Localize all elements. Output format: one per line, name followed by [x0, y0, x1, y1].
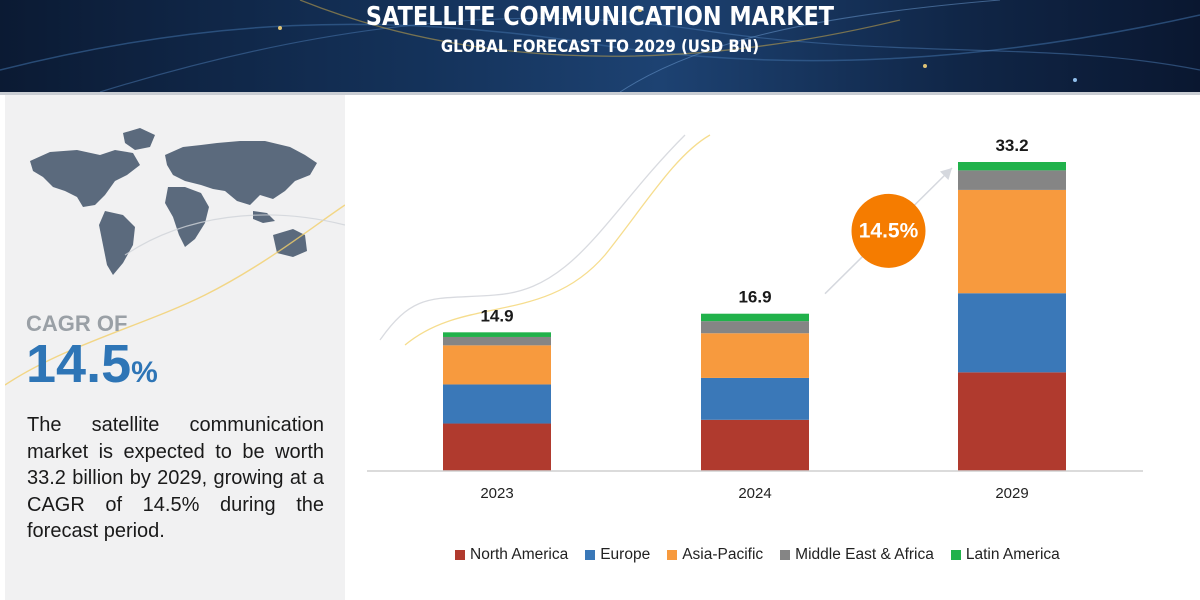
legend-item-asia-pacific: Asia-Pacific — [667, 546, 763, 564]
bar-2024-asia-pacific — [701, 333, 809, 378]
legend-item-middle-east-africa: Middle East & Africa — [780, 546, 934, 564]
decorative-swoosh-gray — [379, 134, 686, 341]
cagr-label: CAGR OF — [26, 311, 128, 336]
total-label-2023: 14.9 — [480, 306, 513, 325]
page-title: SATELLITE COMMUNICATION MARKET — [365, 2, 835, 32]
bar-2023-middle-east-africa — [443, 336, 551, 346]
bar-2023-north-america — [443, 423, 551, 471]
legend-item-europe: Europe — [585, 546, 650, 564]
decorative-swoosh-gold — [404, 134, 711, 346]
total-label-2024: 16.9 — [738, 288, 771, 307]
bar-2024-north-america — [701, 419, 809, 471]
bar-2029-asia-pacific — [958, 189, 1066, 294]
cagr-unit: % — [131, 356, 158, 389]
bar-2029-europe — [958, 293, 1066, 373]
bar-2024-latin-america — [701, 313, 809, 322]
chart-legend: North America Europe Asia-Pacific Middle Ea… — [455, 546, 1077, 564]
legend-swatch — [667, 550, 678, 560]
legend-label: Europe — [600, 546, 651, 563]
legend-swatch — [455, 550, 465, 560]
bars-group — [443, 162, 1066, 471]
cagr-value: 14.5% — [26, 334, 158, 403]
bar-2029-latin-america — [958, 162, 1066, 171]
legend-swatch — [780, 550, 791, 560]
legend-label: Latin America — [965, 546, 1060, 563]
decorative-swoosh — [5, 204, 345, 386]
legend-label: North America — [470, 546, 569, 563]
growth-arrow-head — [939, 168, 952, 181]
network-background-decoration — [0, 0, 1200, 92]
cagr-badge — [851, 193, 926, 268]
legend-label: Middle East & Africa — [795, 546, 934, 563]
x-tick-label-2029: 2029 — [995, 485, 1028, 502]
bar-2029-middle-east-africa — [958, 170, 1066, 190]
bar-2029-north-america — [958, 372, 1066, 471]
legend-swatch — [585, 550, 596, 560]
legend-item-latin-america: Latin America — [950, 546, 1060, 564]
cagr-number: 14.5 — [26, 334, 132, 394]
total-label-2029: 33.2 — [995, 136, 1028, 155]
x-tick-label-2024: 2024 — [738, 485, 771, 502]
summary-panel — [5, 95, 345, 600]
bar-2024-middle-east-africa — [701, 321, 809, 334]
legend-label: Asia-Pacific — [682, 546, 764, 563]
legend-swatch — [950, 550, 961, 560]
bar-2023-europe — [443, 384, 551, 424]
page-subtitle: GLOBAL FORECAST TO 2029 (USD BN) — [440, 37, 760, 57]
bar-2024-europe — [701, 377, 809, 420]
x-tick-label-2023: 2023 — [480, 485, 513, 502]
stacked-bar-chart: 14.5% 14.9 2023 16.9 2024 33.2 2029 — [367, 134, 1143, 502]
cagr-badge-label: 14.5% — [859, 219, 919, 242]
legend-item-north-america: North America — [455, 546, 568, 564]
header-divider — [0, 92, 1200, 95]
bar-2023-latin-america — [443, 332, 551, 337]
market-description: The satellite communication market is ex… — [27, 414, 324, 542]
header-banner: SATELLITE COMMUNICATION MARKET GLOBAL FO… — [0, 0, 1200, 92]
bar-2023-asia-pacific — [443, 345, 551, 385]
